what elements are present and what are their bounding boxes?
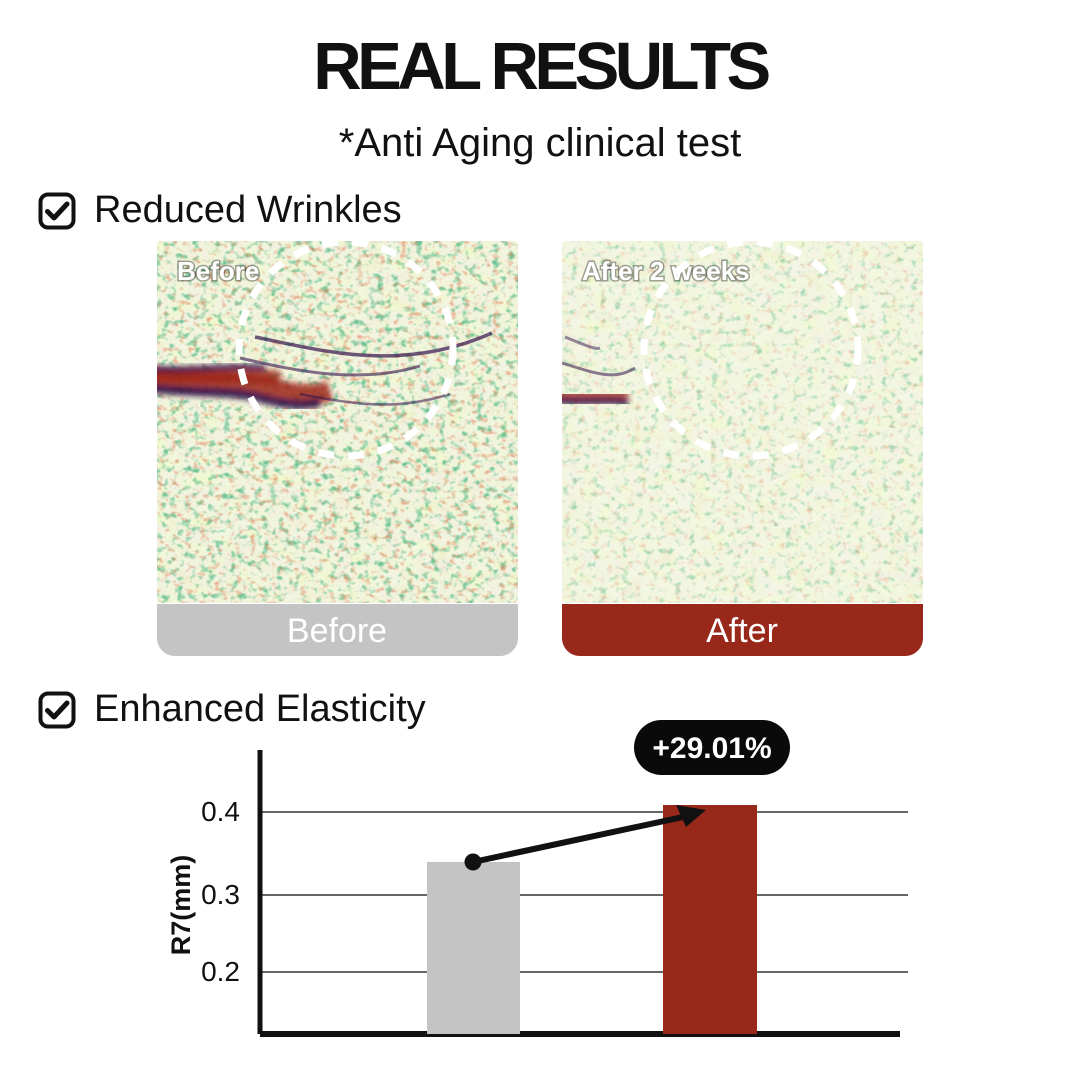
svg-text:+29.01%: +29.01% bbox=[652, 732, 771, 765]
svg-text:0.2: 0.2 bbox=[201, 956, 240, 987]
svg-text:0.4: 0.4 bbox=[201, 796, 240, 827]
svg-text:0.3: 0.3 bbox=[201, 879, 240, 910]
svg-text:R7(mm): R7(mm) bbox=[166, 855, 196, 956]
